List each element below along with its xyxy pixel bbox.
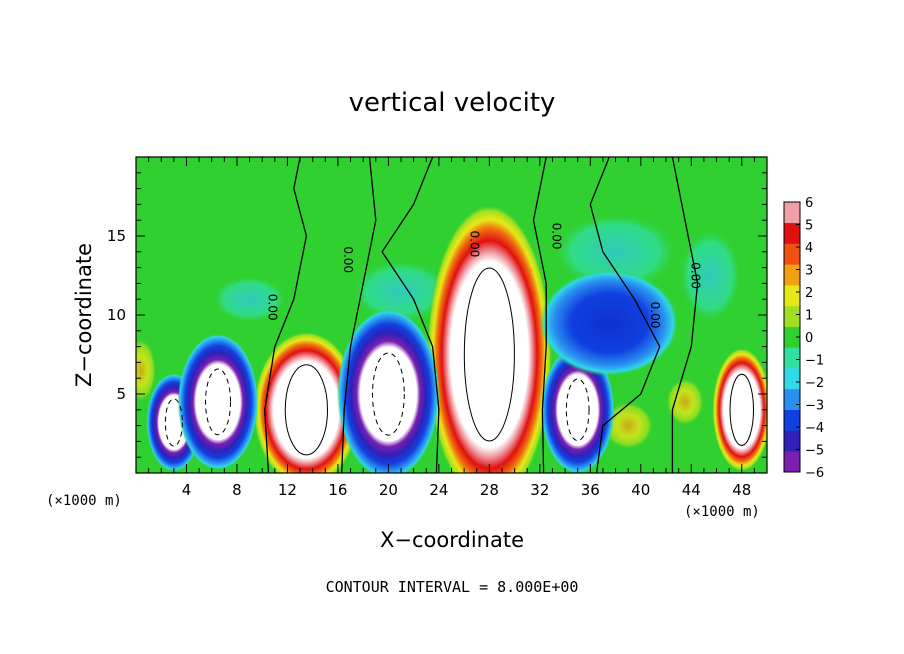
contour-label: 0.00 bbox=[648, 302, 662, 329]
contour-label: 0.00 bbox=[467, 231, 481, 258]
colorbar-segment bbox=[784, 222, 800, 244]
y-tick-label: 5 bbox=[116, 385, 126, 403]
colorbar-tick-label: −4 bbox=[805, 421, 824, 436]
y-tick-label: 15 bbox=[107, 227, 126, 245]
contour-line-dashed bbox=[164, 398, 183, 447]
plot-area: 0.00 0.00 0.00 0.00 0.00 0.00 bbox=[135, 156, 768, 474]
x-tick-label: 28 bbox=[480, 481, 499, 499]
updraft-cell bbox=[253, 331, 360, 473]
x-tick-label: 20 bbox=[379, 481, 398, 499]
colorbar-segment bbox=[784, 388, 800, 410]
cyan-patch bbox=[678, 228, 742, 323]
colorbar-tick-label: −5 bbox=[805, 444, 824, 459]
y-axis: 5 10 15 bbox=[107, 172, 767, 458]
zero-contour bbox=[381, 157, 440, 473]
downdraft-cell bbox=[541, 345, 615, 473]
colorbar-tick-label: −6 bbox=[805, 466, 824, 481]
updraft-cell bbox=[426, 204, 552, 473]
zero-contour bbox=[671, 157, 699, 473]
zero-contour bbox=[341, 157, 377, 473]
colorbar-tick-label: −1 bbox=[805, 354, 824, 369]
yellow-patch bbox=[666, 378, 704, 426]
y-tick-label: 10 bbox=[107, 306, 126, 324]
zero-contour bbox=[532, 157, 547, 473]
updraft-cell bbox=[712, 348, 767, 472]
colorbar-segment bbox=[784, 264, 800, 286]
contour-line-dashed bbox=[565, 378, 590, 442]
x-unit-label-right: (×1000 m) bbox=[684, 504, 760, 520]
x-tick-label: 36 bbox=[581, 481, 600, 499]
downdraft-cell bbox=[177, 333, 259, 471]
x-tick-label: 4 bbox=[182, 481, 192, 499]
downdraft-cell bbox=[337, 308, 440, 473]
x-tick-label: 16 bbox=[328, 481, 347, 499]
colorbar-segment bbox=[784, 368, 800, 390]
x-tick-label: 44 bbox=[682, 481, 701, 499]
colorbar-segment bbox=[784, 243, 800, 265]
colorbar-segment bbox=[784, 202, 800, 224]
chart-title: vertical velocity bbox=[348, 88, 556, 118]
contour-line-dashed bbox=[371, 352, 405, 436]
x-tick-label: 48 bbox=[732, 481, 751, 499]
contour-label: 0.00 bbox=[266, 294, 280, 321]
colorbar: 6 5 4 3 2 1 0 −1 −2 −3 −4 −5 −6 bbox=[783, 196, 824, 481]
colorbar-tick-label: 1 bbox=[805, 309, 813, 324]
contour-line bbox=[284, 364, 328, 456]
cyan-patch bbox=[350, 259, 452, 323]
colorbar-tick-label: 0 bbox=[805, 331, 813, 346]
x-tick-label: 40 bbox=[631, 481, 650, 499]
x-unit-label-left: (×1000 m) bbox=[46, 493, 122, 509]
weak_downdraft-cell bbox=[539, 269, 679, 377]
cyan-patch bbox=[211, 275, 288, 323]
x-tick-label: 32 bbox=[530, 481, 549, 499]
x-tick-label: 8 bbox=[232, 481, 242, 499]
colorbar-segment bbox=[784, 430, 800, 452]
contour-label: 0.00 bbox=[549, 223, 563, 250]
contour-line bbox=[729, 373, 754, 446]
zero-contour bbox=[264, 157, 308, 473]
x-tick-label: 24 bbox=[429, 481, 448, 499]
colorbar-segment bbox=[784, 285, 800, 307]
contour-label: 0.00 bbox=[341, 246, 355, 273]
colorbar-segment bbox=[784, 326, 800, 348]
zero-contour bbox=[589, 157, 661, 473]
contour-line bbox=[463, 267, 515, 442]
colorbar-tick-label: 5 bbox=[805, 219, 813, 234]
colorbar-tick-label: 4 bbox=[805, 241, 813, 256]
y-axis-title: Z−coordinate bbox=[72, 243, 96, 387]
colorbar-segment bbox=[784, 347, 800, 369]
cyan-patch bbox=[552, 212, 679, 292]
x-axis: 4 8 12 16 20 24 28 32 36 40 44 48 bbox=[148, 157, 755, 499]
colorbar-segment bbox=[784, 451, 800, 473]
colorbar-tick-label: 6 bbox=[805, 196, 813, 211]
yellow-patch bbox=[136, 338, 157, 402]
x-tick-label: 12 bbox=[278, 481, 297, 499]
yellow-patch bbox=[602, 401, 654, 450]
colorbar-tick-label: 3 bbox=[805, 264, 813, 279]
colorbar-segment bbox=[784, 409, 800, 431]
contour-line-dashed bbox=[205, 368, 232, 436]
contour-interval-text: CONTOUR INTERVAL = 8.000E+00 bbox=[326, 578, 579, 596]
contour-label: 0.00 bbox=[688, 262, 702, 289]
x-axis-title: X−coordinate bbox=[380, 528, 524, 552]
colorbar-tick-label: −3 bbox=[805, 399, 824, 414]
colorbar-tick-label: 2 bbox=[805, 286, 813, 301]
colorbar-segment bbox=[784, 305, 800, 327]
colorbar-tick-label: −2 bbox=[805, 376, 824, 391]
